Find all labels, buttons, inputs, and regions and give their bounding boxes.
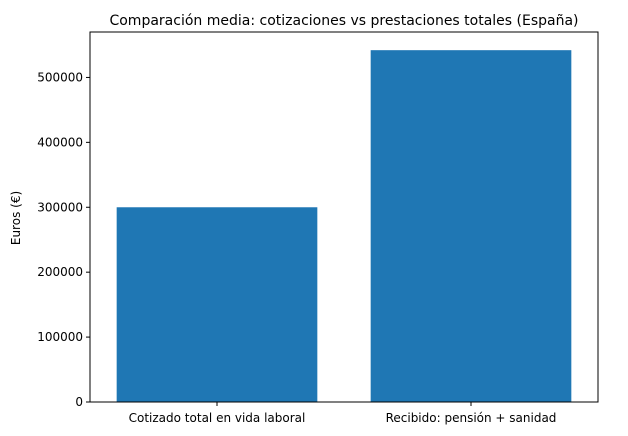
- chart-title: Comparación media: cotizaciones vs prest…: [109, 13, 578, 29]
- bar: [116, 207, 318, 402]
- y-tick-label: 200000: [37, 265, 83, 279]
- plot-frame: [89, 31, 599, 403]
- bars: [116, 50, 572, 402]
- y-tick-label: 300000: [37, 200, 83, 214]
- x-tick-label: Recibido: pensión + sanidad: [386, 411, 557, 425]
- y-tick-label: 0: [75, 395, 83, 409]
- y-axis: 0 100000 200000 300000 400000 500000: [37, 70, 90, 409]
- y-tick-label: 400000: [37, 135, 83, 149]
- bar: [370, 50, 572, 402]
- y-tick-label: 500000: [37, 70, 83, 84]
- y-tick-label: 100000: [37, 330, 83, 344]
- x-axis: Cotizado total en vida laboral Recibido: …: [129, 402, 557, 425]
- y-axis-label: Euros (€): [9, 191, 23, 245]
- x-tick-label: Cotizado total en vida laboral: [129, 411, 306, 425]
